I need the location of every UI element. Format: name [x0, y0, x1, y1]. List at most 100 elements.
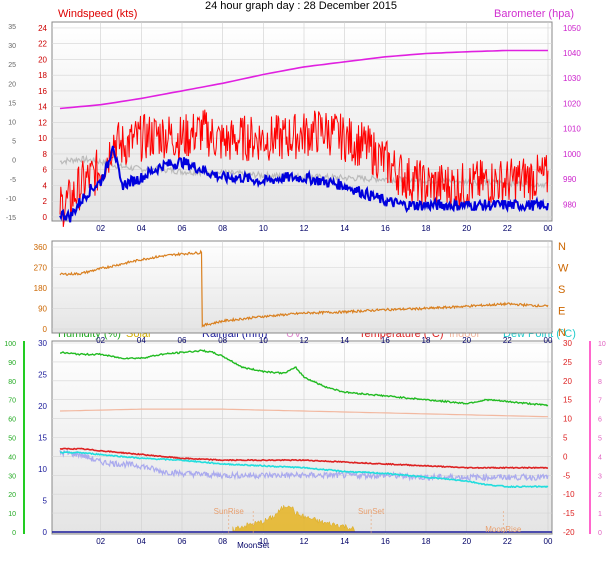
event-label: SunSet [358, 507, 385, 516]
x-tick-label: 22 [503, 336, 512, 345]
event-label: MoonSet [237, 541, 270, 550]
x-tick-label: 08 [218, 336, 227, 345]
wind-tick-label: 0 [43, 213, 48, 222]
secondary-tick-label: 15 [8, 100, 16, 107]
x-tick-label: 04 [137, 537, 146, 546]
event-label: SunRise [214, 507, 245, 516]
uv-tick-label: 1 [598, 511, 602, 518]
direction-tick-label: 270 [34, 264, 48, 273]
indoor-temp-line [59, 408, 549, 418]
wind-tick-label: 8 [43, 150, 48, 159]
barometer-line [59, 49, 548, 110]
rain-tick-label: 25 [38, 371, 47, 380]
x-tick-label: 00 [544, 224, 553, 233]
secondary-tick-label: -5 [10, 177, 16, 184]
uv-tick-label: 4 [598, 454, 602, 461]
baro-tick-label: 1020 [563, 99, 581, 108]
x-tick-label: 20 [462, 537, 471, 546]
secondary-tick-label: 5 [12, 139, 16, 146]
temp-tick-label: -10 [563, 490, 575, 499]
wind-tick-label: 4 [43, 181, 48, 190]
wind-tick-label: 16 [38, 87, 47, 96]
x-tick-label: 08 [218, 224, 227, 233]
x-tick-label: 20 [462, 224, 471, 233]
temp-tick-label: -20 [563, 528, 575, 537]
uv-tick-label: 3 [598, 473, 602, 480]
uv-tick-label: 7 [598, 398, 602, 405]
compass-label: E [558, 306, 565, 318]
x-tick-label: 14 [340, 224, 349, 233]
uv-tick-label: 0 [598, 530, 602, 537]
x-tick-label: 18 [422, 224, 431, 233]
baro-tick-label: 1000 [563, 150, 581, 159]
humidity-tick-label: 50 [8, 436, 16, 443]
baro-tick-label: 1050 [563, 24, 581, 33]
humidity-line [60, 349, 549, 407]
direction-tick-label: 0 [43, 325, 48, 334]
temp-tick-label: 5 [563, 434, 568, 443]
secondary-tick-label: 0 [12, 158, 16, 165]
uv-tick-label: 8 [598, 379, 602, 386]
x-tick-label: 10 [259, 537, 268, 546]
x-tick-label: 10 [259, 336, 268, 345]
x-tick-label: 06 [178, 224, 187, 233]
x-tick-label: 12 [300, 537, 309, 546]
x-tick-label: 16 [381, 224, 390, 233]
secondary-tick-label: 20 [8, 81, 16, 88]
x-tick-label: 18 [422, 336, 431, 345]
x-tick-label: 00 [544, 336, 553, 345]
x-tick-label: 12 [300, 336, 309, 345]
secondary-tick-label: 30 [8, 43, 16, 50]
humidity-tick-label: 100 [4, 341, 16, 348]
temp-tick-label: -15 [563, 509, 575, 518]
rain-tick-label: 0 [43, 528, 48, 537]
direction-tick-label: 180 [34, 284, 48, 293]
baro-tick-label: 980 [563, 200, 577, 209]
x-tick-label: 02 [96, 336, 105, 345]
baro-tick-label: 1010 [563, 125, 581, 134]
rain-tick-label: 10 [38, 465, 47, 474]
secondary-tick-label: 35 [8, 24, 16, 31]
secondary-tick-label: -10 [6, 196, 16, 203]
humidity-tick-label: 60 [8, 417, 16, 424]
compass-label: S [558, 284, 565, 296]
baro-tick-label: 990 [563, 175, 577, 184]
humidity-tick-label: 80 [8, 379, 16, 386]
rain-tick-label: 15 [38, 434, 47, 443]
event-label: MoonRise [485, 525, 522, 534]
compass-label: W [558, 263, 569, 275]
wind-direction-line [59, 249, 549, 329]
rain-tick-label: 20 [38, 402, 47, 411]
wind-tick-label: 14 [38, 103, 47, 112]
uv-tick-label: 5 [598, 436, 602, 443]
uv-tick-label: 2 [598, 492, 602, 499]
wind-tick-label: 22 [38, 40, 47, 49]
humidity-tick-label: 10 [8, 511, 16, 518]
x-tick-label: 16 [381, 336, 390, 345]
chart-title: 24 hour graph day : 28 December 2015 [205, 0, 398, 12]
wind-tick-label: 12 [38, 118, 47, 127]
wind-tick-label: 20 [38, 55, 47, 64]
humidity-tick-label: 90 [8, 360, 16, 367]
apparent-temp-line [59, 449, 549, 482]
temp-tick-label: 30 [563, 339, 572, 348]
x-tick-label: 18 [422, 537, 431, 546]
barometer-axis-title: Barometer (hpa) [494, 8, 575, 20]
x-tick-label: 14 [340, 537, 349, 546]
wind-gust-line [59, 145, 549, 223]
x-tick-label: 06 [178, 336, 187, 345]
uv-tick-label: 9 [598, 360, 602, 367]
baro-tick-label: 1040 [563, 49, 581, 58]
secondary-tick-label: 25 [8, 62, 16, 69]
rain-tick-label: 5 [43, 497, 48, 506]
solar-area [232, 504, 356, 533]
wind-average-line [59, 109, 549, 227]
dew-point-line [59, 451, 549, 489]
x-tick-label: 08 [218, 537, 227, 546]
humidity-tick-label: 40 [8, 454, 16, 461]
rain-tick-label: 30 [38, 339, 47, 348]
humidity-tick-label: 20 [8, 492, 16, 499]
wind-tick-label: 6 [43, 166, 48, 175]
uv-tick-label: 6 [598, 417, 602, 424]
